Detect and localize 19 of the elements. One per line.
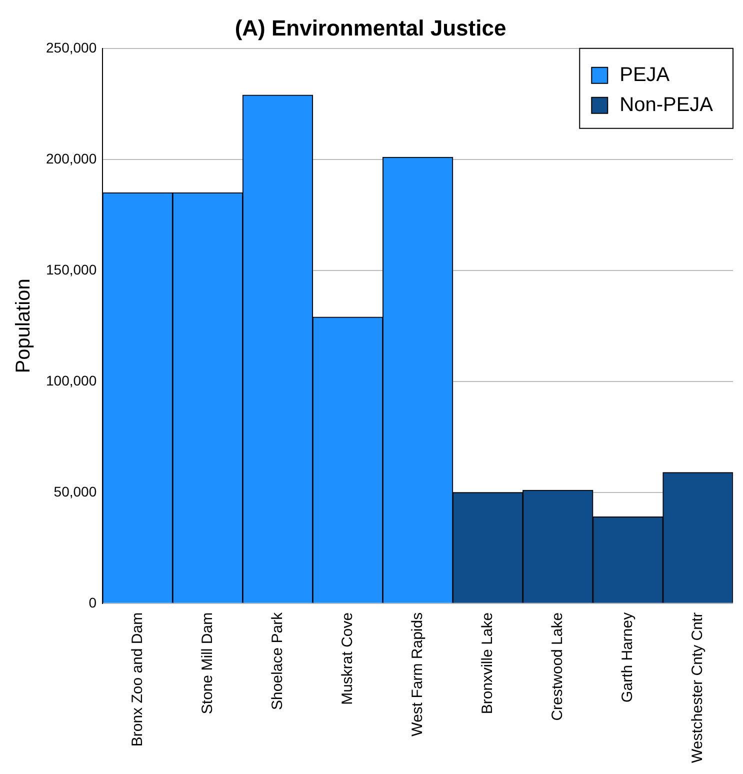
legend-label: Non-PEJA	[620, 94, 714, 116]
chart-title: (A) Environmental Justice	[234, 15, 506, 40]
x-tick-label: Crestwood Lake	[549, 612, 566, 721]
y-tick-label: 50,000	[54, 483, 97, 500]
x-tick-label: Muskrat Cove	[338, 612, 356, 705]
y-tick-label: 100,000	[46, 372, 97, 388]
y-tick-label: 200,000	[46, 150, 97, 166]
y-axis-title: Population	[12, 278, 35, 374]
legend-label: PEJA	[620, 64, 670, 86]
x-tick-label: Bronx Zoo and Dam	[128, 612, 146, 747]
y-tick-label: 0	[88, 594, 97, 610]
x-tick-label: Bronxville Lake	[478, 612, 496, 714]
y-tick-label: 150,000	[46, 261, 97, 278]
x-tick-label: Shoelace Park	[268, 612, 286, 710]
y-tick-label: 250,000	[46, 39, 97, 56]
x-tick-label: Westchester Cnty Cntr	[689, 612, 706, 764]
x-tick-label: West Farm Rapids	[408, 612, 426, 736]
x-tick-label: Stone Mill Dam	[198, 612, 216, 714]
x-tick-label: Garth Harney	[619, 612, 636, 702]
